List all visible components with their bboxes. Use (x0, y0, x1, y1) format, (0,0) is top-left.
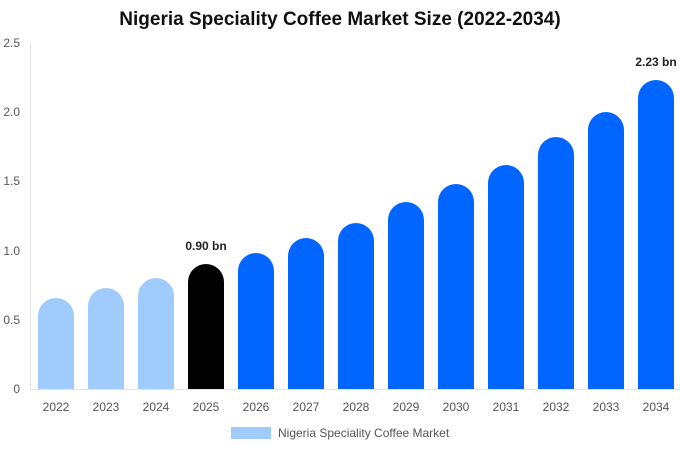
x-tick-label: 2028 (342, 400, 370, 414)
bar-2025[interactable] (188, 264, 224, 389)
x-tick-label: 2029 (392, 400, 420, 414)
plot-area (30, 43, 680, 389)
x-tick-label: 2026 (242, 400, 270, 414)
legend-swatch (231, 427, 271, 439)
x-tick-label: 2031 (492, 400, 520, 414)
bar-2023[interactable] (88, 287, 124, 389)
bar-2024[interactable] (138, 278, 174, 389)
x-tick-label: 2030 (442, 400, 470, 414)
bar-2030[interactable] (438, 184, 474, 389)
y-tick-label: 0.5 (3, 312, 20, 327)
y-tick-label: 1.5 (3, 174, 20, 189)
x-axis-line (30, 389, 680, 390)
data-label: 2.23 bn (635, 55, 677, 70)
data-label: 0.90 bn (185, 239, 227, 254)
y-axis-line (30, 43, 31, 389)
bar-2026[interactable] (238, 253, 274, 389)
x-tick-label: 2022 (42, 400, 70, 414)
bar-2027[interactable] (288, 238, 324, 389)
bar-2029[interactable] (388, 202, 424, 389)
y-tick-label: 0 (13, 382, 20, 396)
bar-2031[interactable] (488, 164, 524, 389)
x-tick-label: 2025 (192, 400, 220, 414)
y-tick-label: 2.0 (3, 105, 20, 120)
bar-2033[interactable] (588, 112, 624, 389)
x-tick-label: 2032 (542, 400, 570, 414)
bar-2032[interactable] (538, 137, 574, 389)
legend-label: Nigeria Speciality Coffee Market (278, 426, 450, 440)
bar-2028[interactable] (338, 222, 374, 389)
chart-title: Nigeria Speciality Coffee Market Size (2… (119, 9, 561, 30)
legend[interactable]: Nigeria Speciality Coffee Market (231, 426, 449, 440)
bar-2022[interactable] (38, 297, 74, 389)
bar-2034[interactable] (638, 80, 674, 389)
x-tick-label: 2034 (642, 400, 670, 414)
x-tick-label: 2023 (92, 400, 120, 414)
y-tick-label: 1.0 (3, 243, 20, 258)
x-tick-label: 2024 (142, 400, 170, 414)
y-tick-label: 2.5 (3, 36, 20, 50)
x-tick-label: 2027 (292, 400, 320, 414)
x-tick-label: 2033 (592, 400, 620, 414)
